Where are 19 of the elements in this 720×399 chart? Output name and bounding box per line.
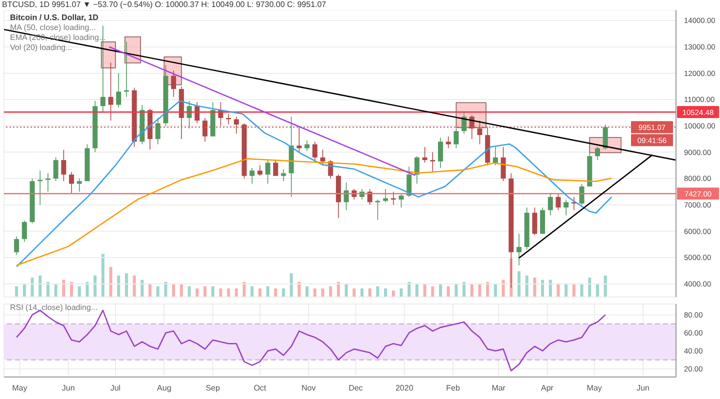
x-tick-label: May xyxy=(12,384,28,393)
x-tick-label: 2020 xyxy=(395,384,414,393)
chart-subtitle: Bitcoin / U.S. Dollar, 1D xyxy=(10,13,100,23)
x-tick-label: Oct xyxy=(254,384,267,393)
x-tick-label: Jul xyxy=(110,384,121,393)
x-tick-label: Aug xyxy=(157,384,172,393)
x-tick-label: Jun xyxy=(62,384,75,393)
x-tick-label: Jun xyxy=(636,384,650,393)
annotation: Vol (20) loading... xyxy=(10,43,74,53)
x-tick-label: Nov xyxy=(301,384,316,393)
x-tick-label: Dec xyxy=(348,384,363,393)
x-tick-label: Mar xyxy=(492,384,506,393)
chart-title: BTCUSD, 1D 9951.07 ▼ −53.70 (−0.54%) O: 10000.37 H: 10049.00 L: 9730.00 C: 9951.07 xyxy=(2,0,326,9)
annotation: RSI (14, close) loading... xyxy=(10,303,98,313)
x-tick-label: Sep xyxy=(206,384,220,393)
x-tick-label: Apr xyxy=(541,384,554,393)
annotation: MA (50, close) loading... xyxy=(10,23,97,33)
x-tick-label: May xyxy=(586,384,602,393)
x-tick-label: Feb xyxy=(446,384,460,393)
